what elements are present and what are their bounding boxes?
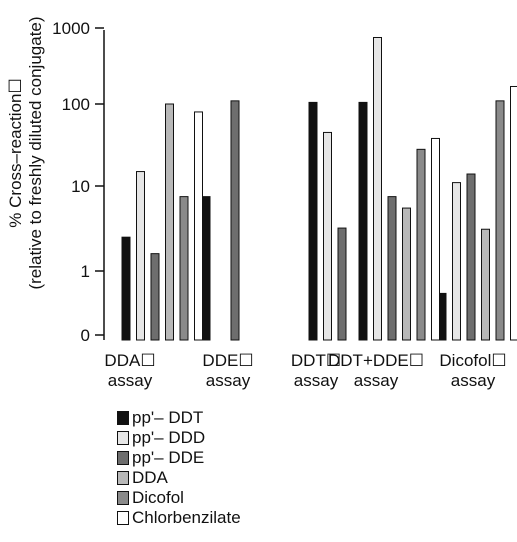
bar (431, 137, 440, 341)
group-label-line2: assay (451, 371, 496, 390)
bar (495, 100, 505, 341)
bar (452, 182, 461, 341)
y-tick-label: 0 (81, 326, 90, 345)
bar (481, 228, 490, 341)
legend-item: pp'– DDD (117, 428, 241, 448)
bar (230, 100, 240, 341)
bar (510, 85, 517, 341)
bar (416, 148, 426, 341)
legend-label: pp'– DDD (132, 428, 206, 447)
bar (387, 196, 397, 341)
group-label-line2: assay (206, 371, 251, 390)
group-label-line2: assay (108, 371, 153, 390)
group-label-line2: assay (294, 371, 339, 390)
y-tick-label: 100 (62, 95, 90, 114)
bar (466, 173, 476, 341)
legend-item: DDA (117, 468, 241, 488)
bar (337, 227, 347, 341)
y-ticks: 0 1 10 100 1000 (52, 19, 104, 345)
group-label-line1: Dicofol☐ (439, 351, 506, 370)
bar (194, 111, 203, 341)
legend-label: DDA (132, 468, 168, 487)
legend-swatch (117, 511, 129, 525)
bar (179, 196, 189, 341)
bar (402, 207, 411, 341)
y-axis-title-line1: % Cross–reaction☐ (6, 78, 25, 227)
bar (323, 131, 332, 341)
legend-item: Chlorbenzilate (117, 508, 241, 528)
bars (121, 36, 517, 341)
group-labels: DDA☐assayDDE☐assayDDT☐assayDDT+DDE☐assay… (104, 351, 506, 390)
legend-item: pp'– DDT (117, 408, 241, 428)
group-label-line2: assay (354, 371, 399, 390)
bar (150, 253, 160, 341)
group-label-line1: DDE☐ (202, 351, 253, 370)
legend-label: pp'– DDE (132, 448, 205, 467)
legend-item: Dicofol (117, 488, 241, 508)
group-label-line1: DDT☐ (291, 351, 341, 370)
bar (136, 171, 145, 341)
bar (358, 101, 368, 341)
legend-swatch (117, 431, 129, 445)
legend-swatch (117, 491, 129, 505)
y-tick-label: 10 (71, 177, 90, 196)
group-label-line1: DDT+DDE☐ (328, 351, 424, 370)
y-tick-label: 1 (81, 262, 90, 281)
legend: pp'– DDT pp'– DDD pp'– DDE DDA Dicofol C… (117, 408, 241, 528)
group-label-line1: DDA☐ (104, 351, 155, 370)
legend-item: pp'– DDE (117, 448, 241, 468)
legend-label: Dicofol (132, 488, 184, 507)
y-tick-label: 1000 (52, 19, 90, 38)
legend-swatch (117, 451, 129, 465)
legend-label: Chlorbenzilate (132, 508, 241, 527)
bar (121, 236, 131, 341)
bar (373, 36, 382, 341)
bar (201, 196, 211, 341)
legend-label: pp'– DDT (132, 408, 204, 427)
y-axis-title-line2: (relative to freshly diluted conjugate) (26, 16, 45, 289)
legend-swatch (117, 471, 129, 485)
bar (308, 101, 318, 341)
bar (165, 103, 174, 341)
legend-swatch (117, 411, 129, 425)
